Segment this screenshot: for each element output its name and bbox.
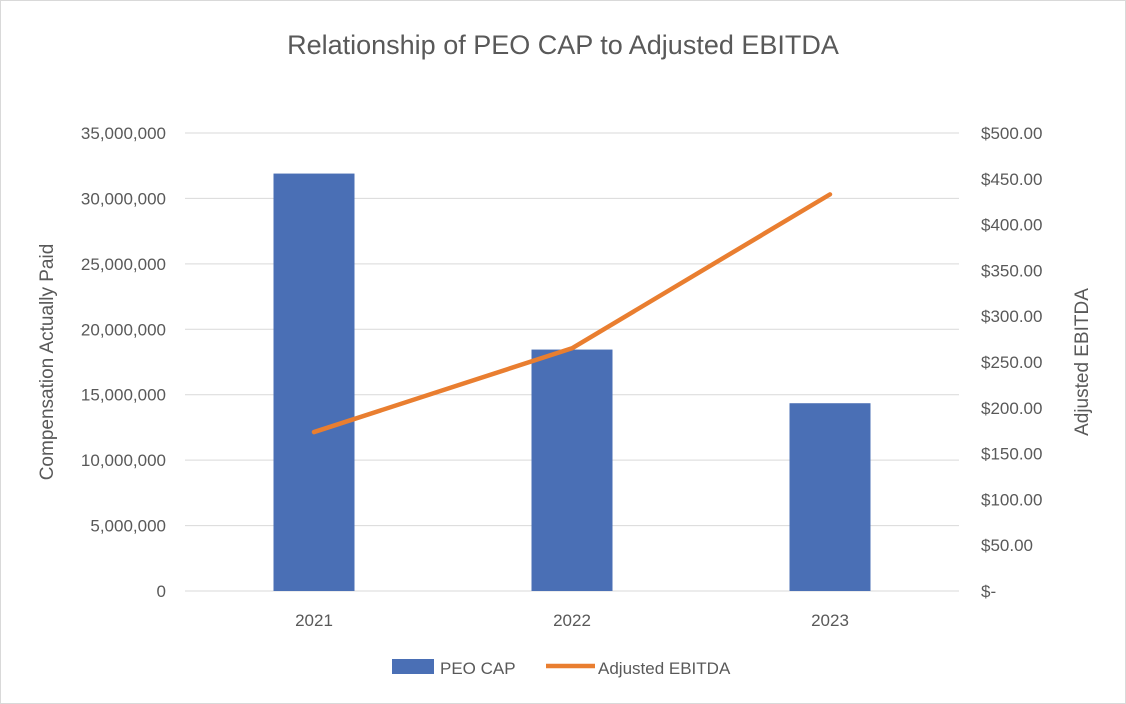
left-tick-label: 30,000,000 xyxy=(81,189,166,208)
left-tick-label: 35,000,000 xyxy=(81,124,166,143)
legend-label-adjusted-ebitda: Adjusted EBITDA xyxy=(598,659,731,678)
legend-swatch-peo-cap xyxy=(392,659,434,674)
chart-title: Relationship of PEO CAP to Adjusted EBIT… xyxy=(287,30,839,60)
x-tick-label: 2023 xyxy=(811,611,849,630)
x-tick-label: 2021 xyxy=(295,611,333,630)
right-tick-label: $500.00 xyxy=(981,124,1042,143)
right-tick-label: $150.00 xyxy=(981,445,1042,464)
right-tick-label: $300.00 xyxy=(981,307,1042,326)
bar-2022 xyxy=(531,349,613,591)
right-tick-label: $100.00 xyxy=(981,490,1042,509)
right-tick-label: $450.00 xyxy=(981,170,1042,189)
right-tick-label: $400.00 xyxy=(981,216,1042,235)
right-tick-label: $50.00 xyxy=(981,536,1033,555)
right-tick-label: $350.00 xyxy=(981,261,1042,280)
left-axis-ticks: 0 5,000,000 10,000,000 15,000,000 20,000,000… xyxy=(81,124,166,601)
right-tick-label: $250.00 xyxy=(981,353,1042,372)
left-tick-label: 25,000,000 xyxy=(81,255,166,274)
left-tick-label: 5,000,000 xyxy=(90,517,166,536)
x-tick-label: 2022 xyxy=(553,611,591,630)
legend-label-peo-cap: PEO CAP xyxy=(440,659,516,678)
right-axis-title: Adjusted EBITDA xyxy=(1072,288,1093,436)
left-tick-label: 10,000,000 xyxy=(81,451,166,470)
left-tick-label: 15,000,000 xyxy=(81,386,166,405)
legend: PEO CAP Adjusted EBITDA xyxy=(392,659,731,678)
bar-2021 xyxy=(273,173,355,591)
left-tick-label: 0 xyxy=(157,582,166,601)
bar-2023 xyxy=(789,403,871,591)
left-tick-label: 20,000,000 xyxy=(81,320,166,339)
x-axis-ticks: 2021 2022 2023 xyxy=(295,611,849,630)
right-tick-label: $- xyxy=(981,582,996,601)
line-series xyxy=(311,192,833,435)
left-axis-title: Compensation Actually Paid xyxy=(37,244,58,481)
right-axis-ticks: $- $50.00 $100.00 $150.00 $200.00 $250.00 $300… xyxy=(981,124,1042,601)
right-tick-label: $200.00 xyxy=(981,399,1042,418)
bar-series xyxy=(273,173,871,591)
